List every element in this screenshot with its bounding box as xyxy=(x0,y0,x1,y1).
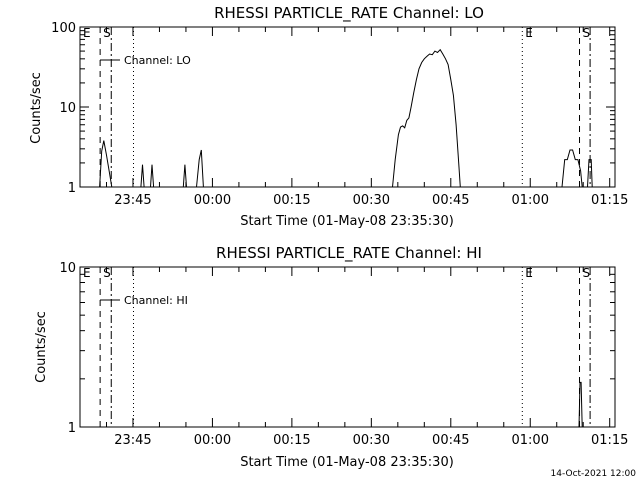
y-tick-label: 10 xyxy=(59,261,76,276)
data-series-line xyxy=(578,381,583,428)
x-tick-label: 01:15 xyxy=(591,433,628,448)
x-tick-label: 00:15 xyxy=(273,433,310,448)
event-marker-label: S xyxy=(103,26,111,40)
data-series-line xyxy=(99,48,593,188)
y-tick-label: 1 xyxy=(68,421,76,436)
panel-lo: RHESSI PARTICLE_RATE Channel: LO Counts/… xyxy=(29,4,628,229)
chart-title: RHESSI PARTICLE_RATE Channel: HI xyxy=(216,244,482,263)
x-tick-label: 00:00 xyxy=(194,433,231,448)
x-tick-label: 00:15 xyxy=(273,193,310,208)
chart-title: RHESSI PARTICLE_RATE Channel: LO xyxy=(214,4,484,23)
x-tick-label: 01:00 xyxy=(512,433,549,448)
legend: Channel: LO xyxy=(100,54,191,67)
event-marker-label: S xyxy=(103,266,111,280)
plot-frame xyxy=(79,26,616,188)
x-axis-label: Start Time (01-May-08 23:35:30) xyxy=(240,214,454,229)
x-tick-label: 23:45 xyxy=(114,193,151,208)
event-marker-label: S xyxy=(583,266,591,280)
event-marker-label: S xyxy=(583,26,591,40)
plot-marks: 23:45 00:00 00:15 00:30 00:45 01:00 01:15 1 10 10… xyxy=(51,21,628,208)
event-marker-label: E xyxy=(83,26,91,40)
x-tick-label: 00:30 xyxy=(353,193,390,208)
event-marker-label: E xyxy=(525,266,533,280)
x-tick-label: 00:45 xyxy=(432,433,469,448)
legend-entry: Channel: HI xyxy=(124,294,188,307)
x-axis-label: Start Time (01-May-08 23:35:30) xyxy=(240,455,454,470)
x-tick-label: 00:00 xyxy=(194,193,231,208)
panel-hi: RHESSI PARTICLE_RATE Channel: HI Counts/… xyxy=(34,244,628,470)
event-marker-label: E xyxy=(525,26,533,40)
y-axis-label: Counts/sec xyxy=(34,311,49,383)
plot-frame xyxy=(79,266,616,428)
footer-timestamp: 14-Oct-2021 12:00 xyxy=(551,469,637,479)
x-tick-label: 00:30 xyxy=(353,433,390,448)
legend-entry: Channel: LO xyxy=(124,54,191,67)
x-tick-label: 01:15 xyxy=(591,193,628,208)
y-axis-label: Counts/sec xyxy=(29,72,44,144)
x-tick-label: 00:45 xyxy=(432,193,469,208)
event-marker-label: E xyxy=(83,266,91,280)
y-tick-label: 10 xyxy=(59,101,76,116)
y-tick-label: 1 xyxy=(68,181,76,196)
x-tick-label: 23:45 xyxy=(114,433,151,448)
legend: Channel: HI xyxy=(100,294,188,307)
y-tick-label: 100 xyxy=(51,21,76,36)
x-tick-label: 01:00 xyxy=(512,193,549,208)
